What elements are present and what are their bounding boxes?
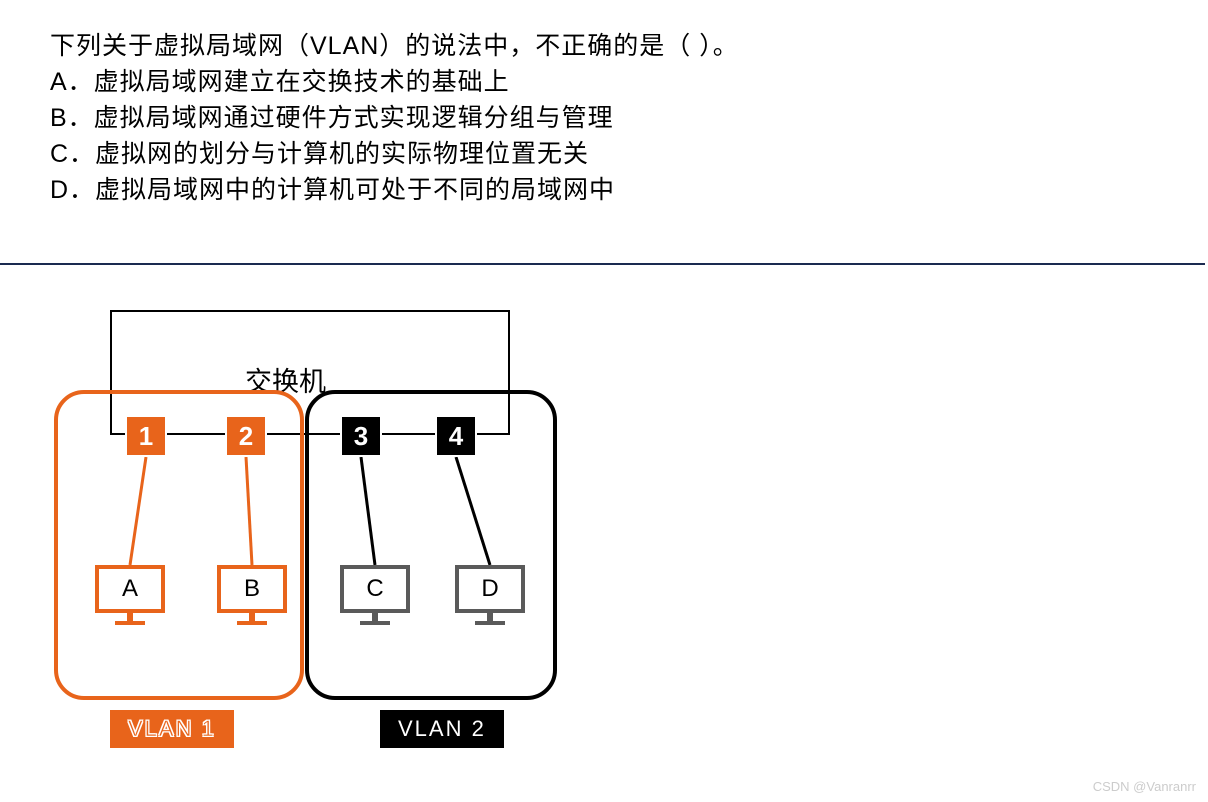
option-c: C．虚拟网的划分与计算机的实际物理位置无关	[50, 136, 1155, 172]
vlan2-label: VLAN 2	[380, 710, 504, 748]
switch-port-2: 2	[225, 415, 267, 457]
vlan1-label: VLAN 1	[110, 710, 234, 748]
host-B: B	[217, 565, 287, 627]
switch-port-3: 3	[340, 415, 382, 457]
switch-port-4: 4	[435, 415, 477, 457]
host-B-screen: B	[217, 565, 287, 613]
host-A: A	[95, 565, 165, 627]
option-b: B．虚拟局域网通过硬件方式实现逻辑分组与管理	[50, 100, 1155, 136]
vlan-diagram: 交换机 1234 ABCD VLAN 1VLAN 2	[50, 310, 610, 770]
option-d: D．虚拟局域网中的计算机可处于不同的局域网中	[50, 172, 1155, 208]
host-A-screen: A	[95, 565, 165, 613]
host-D: D	[455, 565, 525, 627]
host-C-screen: C	[340, 565, 410, 613]
switch-port-1: 1	[125, 415, 167, 457]
question-box: 下列关于虚拟局域网（VLAN）的说法中，不正确的是（ ）。 A．虚拟局域网建立在…	[0, 0, 1205, 265]
watermark: CSDN @Vanranrr	[1093, 779, 1196, 794]
question-stem: 下列关于虚拟局域网（VLAN）的说法中，不正确的是（ ）。	[50, 28, 1155, 64]
host-D-screen: D	[455, 565, 525, 613]
option-a: A．虚拟局域网建立在交换技术的基础上	[50, 64, 1155, 100]
host-C: C	[340, 565, 410, 627]
